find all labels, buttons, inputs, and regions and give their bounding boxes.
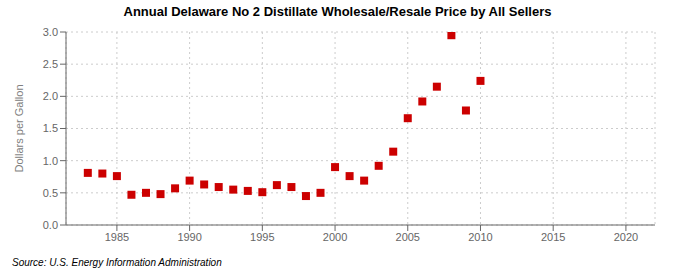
svg-text:1.0: 1.0 xyxy=(43,155,58,167)
svg-text:2000: 2000 xyxy=(323,231,347,243)
svg-text:2.0: 2.0 xyxy=(43,90,58,102)
html-text:Annual Delaware No 2 Distillat: Annual Delaware No 2 Distillate Wholesal… xyxy=(123,4,552,19)
svg-text:1985: 1985 xyxy=(105,231,129,243)
svg-text:1.5: 1.5 xyxy=(43,122,58,134)
svg-text:2010: 2010 xyxy=(468,231,492,243)
svg-text:3.0: 3.0 xyxy=(43,26,58,38)
html-text:Source: U.S. Energy Informatio: Source: U.S. Energy Information Administ… xyxy=(12,257,222,268)
svg-text:2020: 2020 xyxy=(614,231,638,243)
svg-text:2005: 2005 xyxy=(396,231,420,243)
svg-text:1995: 1995 xyxy=(250,231,274,243)
svg-text:2015: 2015 xyxy=(541,231,565,243)
svg-text:0.5: 0.5 xyxy=(43,187,58,199)
svg-text:Dollars per Gallon: Dollars per Gallon xyxy=(13,84,25,172)
svg-text:0.0: 0.0 xyxy=(43,219,58,231)
svg-text:2.5: 2.5 xyxy=(43,58,58,70)
svg-text:1990: 1990 xyxy=(177,231,201,243)
